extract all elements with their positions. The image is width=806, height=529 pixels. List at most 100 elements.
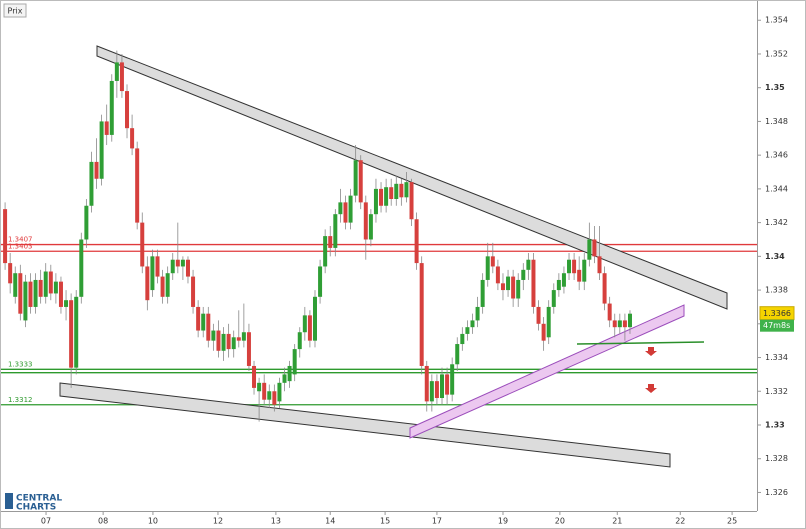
candle-body	[48, 271, 53, 294]
y-tick-label: 1.328	[765, 454, 788, 463]
candle-body	[125, 91, 130, 129]
candle-body	[241, 332, 246, 341]
candle-body	[267, 391, 272, 400]
candle-body	[191, 276, 196, 307]
candle-body	[236, 337, 241, 341]
candle-body	[175, 259, 180, 267]
candle-body	[597, 256, 602, 274]
candle-body	[94, 161, 99, 179]
x-tick-label: 17	[432, 517, 442, 526]
candle-body	[160, 276, 165, 297]
candle-body	[353, 160, 358, 196]
down-arrow	[645, 384, 657, 393]
last-price-label: 1.3366	[763, 309, 791, 318]
candle-body	[567, 259, 572, 274]
candle-body	[119, 62, 124, 92]
candle-body	[307, 315, 312, 341]
y-tick-label: 1.33	[765, 420, 785, 429]
candle-body	[28, 281, 33, 307]
candle-body	[348, 195, 353, 223]
candle-body	[561, 273, 566, 287]
candle-body	[445, 374, 450, 395]
panel-label-box	[3, 3, 27, 18]
y-tick-label: 1.342	[765, 218, 788, 227]
upper-channel	[96, 45, 728, 310]
x-tick-label: 14	[325, 517, 335, 526]
candle-body	[262, 382, 267, 400]
candle-body	[577, 269, 582, 282]
y-tick-label: 1.346	[765, 151, 788, 160]
candle-body	[302, 315, 307, 333]
axes: 1.3261.3281.331.3321.3341.3361.3381.341.…	[41, 16, 795, 526]
candle-body	[379, 188, 384, 206]
y-tick-label: 1.334	[765, 353, 788, 362]
candle-body	[140, 222, 145, 267]
candle-body	[465, 327, 470, 334]
candle-body	[252, 365, 257, 388]
candle-body	[622, 320, 627, 328]
candle-body	[373, 188, 378, 215]
candle-body	[419, 263, 424, 366]
candle-body	[572, 259, 577, 274]
candle-body	[180, 259, 185, 267]
candle-body	[312, 296, 317, 341]
x-tick-label: 15	[380, 517, 390, 526]
x-tick-label: 22	[675, 517, 685, 526]
candle-body	[211, 330, 216, 341]
logo-text: CENTRAL	[16, 494, 62, 504]
candle-body	[196, 306, 201, 331]
candle-body	[450, 364, 455, 395]
candle-body	[368, 214, 373, 240]
y-tick-label: 1.332	[765, 387, 788, 396]
candle-body	[58, 281, 63, 307]
candle-body	[287, 365, 292, 382]
level-label: 1.3407	[8, 236, 33, 244]
level-label: 1.3312	[8, 396, 33, 404]
candle-body	[455, 344, 460, 365]
candle-body	[506, 276, 511, 291]
y-tick-label: 1.352	[765, 49, 788, 58]
candle-body	[495, 266, 500, 284]
candle-body	[582, 259, 587, 282]
candle-body	[551, 290, 556, 307]
panel-label: Prix	[8, 7, 23, 16]
candle-body	[282, 374, 287, 383]
candle-body	[384, 187, 389, 206]
candle-body	[3, 209, 8, 264]
candle-body	[358, 160, 363, 203]
candle-body	[399, 183, 404, 198]
candle-body	[485, 256, 490, 280]
candle-body	[343, 202, 348, 223]
x-tick-label: 07	[41, 517, 51, 526]
x-tick-label: 21	[612, 517, 622, 526]
candle-body	[277, 382, 282, 402]
candle-body	[69, 300, 74, 368]
candle-body	[226, 333, 231, 350]
level-label: 1.3333	[8, 360, 33, 368]
candle-body	[404, 182, 409, 198]
candle-body	[460, 333, 465, 345]
candle-body	[338, 202, 343, 215]
candle-body	[297, 332, 302, 350]
candle-body	[53, 281, 58, 294]
candle-body	[363, 202, 368, 240]
candle-body	[145, 266, 150, 301]
candle-body	[587, 239, 592, 260]
x-tick-label: 10	[148, 517, 158, 526]
candle-body	[414, 219, 419, 264]
candle-body	[592, 239, 597, 257]
candle-body	[221, 333, 226, 351]
candle-body	[490, 256, 495, 267]
candle-body	[627, 313, 632, 328]
candle-body	[409, 182, 414, 220]
timer-box	[760, 319, 794, 332]
candle-body	[612, 320, 617, 328]
candle-body	[206, 313, 211, 341]
candle-body	[74, 296, 79, 368]
candle-body	[216, 330, 221, 351]
candle-body	[521, 269, 526, 280]
candle-body	[64, 300, 69, 307]
candle-body	[99, 121, 104, 179]
x-tick-label: 19	[498, 517, 508, 526]
